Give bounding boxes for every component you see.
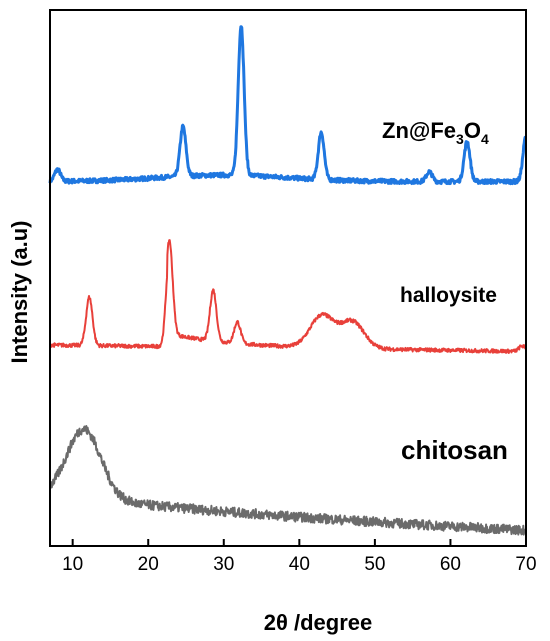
x-tick-label: 70 bbox=[515, 554, 536, 575]
series-label-halloysite: halloysite bbox=[400, 284, 497, 307]
plot-frame bbox=[49, 9, 527, 547]
x-tick-label: 30 bbox=[213, 554, 234, 575]
series-layer bbox=[48, 25, 527, 536]
x-axis-title: 2θ /degree bbox=[264, 610, 373, 635]
series-label-zn-fe3o4: Zn@Fe3O4 bbox=[382, 118, 489, 147]
series-label-chitosan: chitosan bbox=[401, 435, 508, 465]
x-tick-label: 10 bbox=[62, 554, 83, 575]
series-line-chitosan bbox=[49, 425, 527, 536]
x-tick-label: 50 bbox=[364, 554, 385, 575]
x-tick-label: 40 bbox=[289, 554, 310, 575]
x-axis-ticks: 10 20 30 40 50 60 70 bbox=[62, 539, 537, 575]
series-line-zn-fe3o4 bbox=[48, 25, 527, 186]
series-line-halloysite bbox=[49, 239, 527, 354]
y-axis-title: Intensity (a.u) bbox=[7, 220, 32, 363]
x-tick-label: 20 bbox=[138, 554, 159, 575]
x-tick-label: 60 bbox=[440, 554, 461, 575]
